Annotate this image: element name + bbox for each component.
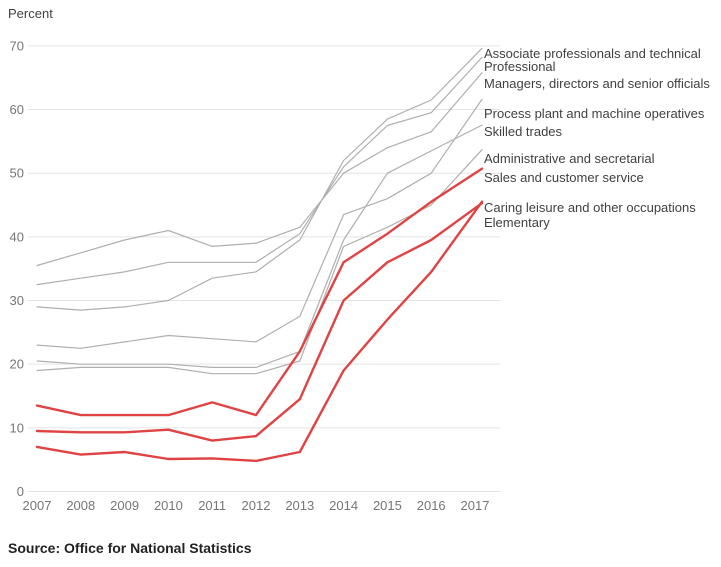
series-label-professional: Professional [484,58,556,74]
x-axis-tick-label: 2016 [417,498,446,513]
series-label-elementary: Elementary [484,215,550,231]
y-axis-tick-label: 70 [10,38,24,53]
x-axis-tick-label: 2010 [154,498,183,513]
x-axis-tick-label: 2008 [66,498,95,513]
chart-line-sales-and-customer-service [35,167,484,417]
series-label-administrative-and-secretarial: Administrative and secretarial [484,151,655,167]
x-axis-tick-label: 2014 [329,498,358,513]
series-label-associate-professionals-and-technical: Associate professionals and technical [484,46,701,62]
series-label-caring-leisure-and-other-occupations: Caring leisure and other occupations [484,200,696,216]
chart-line-process-plant-and-machine-operatives [36,98,483,349]
x-axis-tick-label: 2009 [110,498,139,513]
x-axis-tick-label: 2012 [242,498,271,513]
x-axis-tick-label: 2013 [285,498,314,513]
x-axis-tick-label: 2011 [198,498,226,513]
x-axis-tick-label: 2017 [461,498,490,513]
chart-line-managers-directors-and-senior-officials [36,72,483,267]
y-axis-tick-label: 10 [10,420,24,435]
chart-line-elementary [35,200,484,463]
y-axis-tick-label: 50 [10,166,24,181]
y-axis-tick-label: 60 [10,102,24,117]
x-axis-tick-label: 2015 [373,498,402,513]
series-label-process-plant-and-machine-operatives: Process plant and machine operatives [484,105,705,121]
series-label-sales-and-customer-service: Sales and customer service [484,170,644,186]
series-label-skilled-trades: Skilled trades [484,123,563,139]
chart-line-caring-leisure-and-other-occupations [35,201,484,442]
chart-line-associate-professionals-and-technical [36,47,483,311]
y-axis-tick-label: 0 [17,484,24,499]
source-note: Source: Office for National Statistics [8,540,252,556]
y-axis-tick-label: 40 [10,229,24,244]
y-axis-tick-label: 20 [10,357,24,372]
y-axis-title: Percent [8,6,53,21]
chart-line-professional [36,56,483,286]
y-axis-tick-label: 30 [10,293,24,308]
x-axis-tick-label: 2007 [23,498,52,513]
series-label-managers-directors-and-senior-officials: Managers, directors and senior officials [484,75,710,91]
chart-line-skilled-trades [36,124,483,368]
